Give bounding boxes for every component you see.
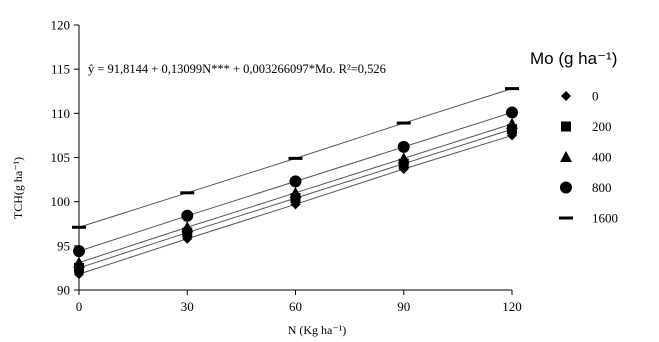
data-point-800 [506, 106, 518, 119]
data-point-400 [397, 152, 410, 164]
data-point-400 [181, 221, 194, 233]
data-point-1600 [180, 191, 195, 195]
data-point-1600 [505, 87, 519, 91]
legend-marker-800 [560, 181, 572, 194]
legend-label: 1600 [592, 211, 618, 226]
legend-marker-0 [561, 91, 571, 101]
data-point-200 [398, 158, 409, 169]
x-axis-label: N (Kg ha⁻¹) [288, 323, 347, 337]
y-tick-label: 105 [51, 150, 71, 165]
data-point-400 [506, 117, 518, 129]
legend-label: 800 [592, 180, 612, 195]
y-axis-label: TCH(g ha⁻¹) [11, 157, 25, 219]
x-tick-label: 60 [289, 299, 302, 314]
legend-marker-1600 [559, 216, 573, 220]
regression-equation: ŷ = 91,8144 + 0,13099N*** + 0,003266097*… [88, 62, 386, 76]
data-point-800 [181, 209, 194, 222]
data-point-200 [290, 193, 301, 204]
tick-labels: 90 95 100 105 110 115 120 0 30 60 90 120 [51, 18, 522, 315]
data-point-1600 [72, 225, 86, 229]
y-tick-label: 115 [51, 62, 70, 77]
y-tick-label: 100 [51, 194, 71, 209]
legend-marker-400 [560, 151, 572, 162]
x-tick-label: 90 [397, 299, 410, 314]
x-tick-label: 0 [76, 299, 83, 314]
data-point-400 [73, 256, 85, 268]
y-tick-label: 90 [57, 283, 70, 298]
legend-label: 0 [592, 89, 599, 104]
y-tick-label: 110 [51, 106, 70, 121]
data-point-400 [289, 186, 302, 198]
legend-marker-200 [561, 121, 571, 132]
y-tick-label: 120 [51, 18, 71, 33]
data-point-800 [289, 175, 302, 188]
legend-label: 400 [592, 150, 612, 165]
x-tick-label: 30 [181, 299, 194, 314]
data-point-200 [182, 227, 193, 238]
data-points [72, 87, 519, 280]
legend-label: 200 [592, 119, 612, 134]
y-tick-label: 95 [57, 238, 70, 253]
data-point-1600 [396, 121, 411, 125]
legend: 0 200 400 800 1600 [559, 89, 618, 226]
data-point-800 [397, 140, 410, 153]
data-point-200 [507, 124, 517, 135]
data-point-200 [74, 262, 84, 273]
legend-title: Mo (g ha⁻¹) [530, 49, 617, 68]
x-tick-label: 120 [502, 299, 522, 314]
data-point-1600 [288, 156, 303, 160]
data-point-800 [73, 245, 85, 258]
